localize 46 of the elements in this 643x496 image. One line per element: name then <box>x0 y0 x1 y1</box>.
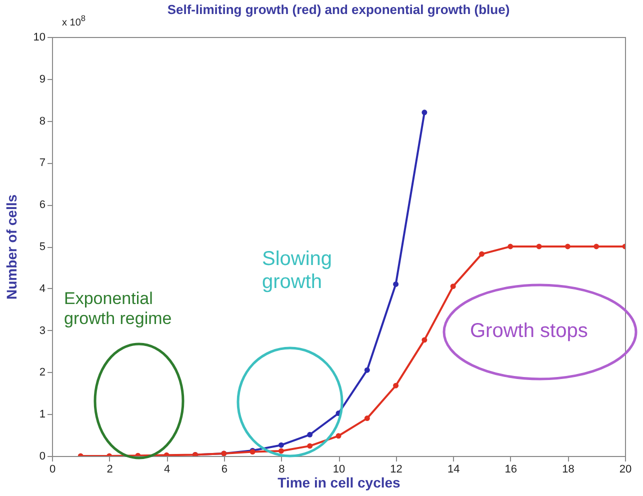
y-tick-label: 7 <box>39 157 46 170</box>
text: x 10$^{8}$ <box>62 13 87 29</box>
y-tick-label: 8 <box>39 115 46 128</box>
x-tick-label: 14 <box>447 464 460 476</box>
x-tick-label: 4 <box>164 464 170 476</box>
x-tick-label: 18 <box>562 464 574 476</box>
point <box>393 281 399 287</box>
y-tick-label: 1 <box>39 408 46 421</box>
annotation: Slowing growth <box>262 248 334 294</box>
point <box>422 110 428 116</box>
point <box>479 251 484 257</box>
point <box>450 284 456 290</box>
y-tick-label: 2 <box>39 366 46 379</box>
point <box>508 244 514 250</box>
point <box>307 432 313 438</box>
point <box>393 382 399 388</box>
x-tick-label: 2 <box>106 464 113 476</box>
annotation: Growth stops <box>470 320 589 343</box>
x-tick-label: 16 <box>504 464 518 476</box>
x-tick-label: 12 <box>390 464 402 476</box>
y-axis-title: Number of cells <box>3 194 20 300</box>
y-tick-label: 6 <box>39 199 46 212</box>
y-tick-label: 3 <box>39 324 46 337</box>
annotation: Exponential growth regime <box>64 289 173 328</box>
x-tick-label: 10 <box>332 464 346 476</box>
point <box>564 244 570 250</box>
y-tick-label: 4 <box>39 282 46 295</box>
y-tick-label: 9 <box>39 73 46 86</box>
chart-title: Self-limiting growth (red) and exponential growth (blue) <box>167 2 510 17</box>
x-tick-label: 0 <box>49 464 56 476</box>
x-tick-label: 20 <box>619 464 632 476</box>
point <box>307 443 313 449</box>
point <box>278 448 284 454</box>
point <box>336 433 342 439</box>
point <box>594 244 600 250</box>
x-axis-title: Time in cell cycles <box>278 474 401 490</box>
y-tick-label: 10 <box>33 32 46 44</box>
point <box>422 337 428 343</box>
y-tick-label: 5 <box>39 241 46 253</box>
point <box>364 367 370 373</box>
x-tick-label: 6 <box>221 464 228 476</box>
point <box>536 244 542 250</box>
y-tick-label: 0 <box>39 450 46 462</box>
point <box>278 442 284 448</box>
point <box>364 416 370 422</box>
x-tick-label: 8 <box>278 464 285 476</box>
